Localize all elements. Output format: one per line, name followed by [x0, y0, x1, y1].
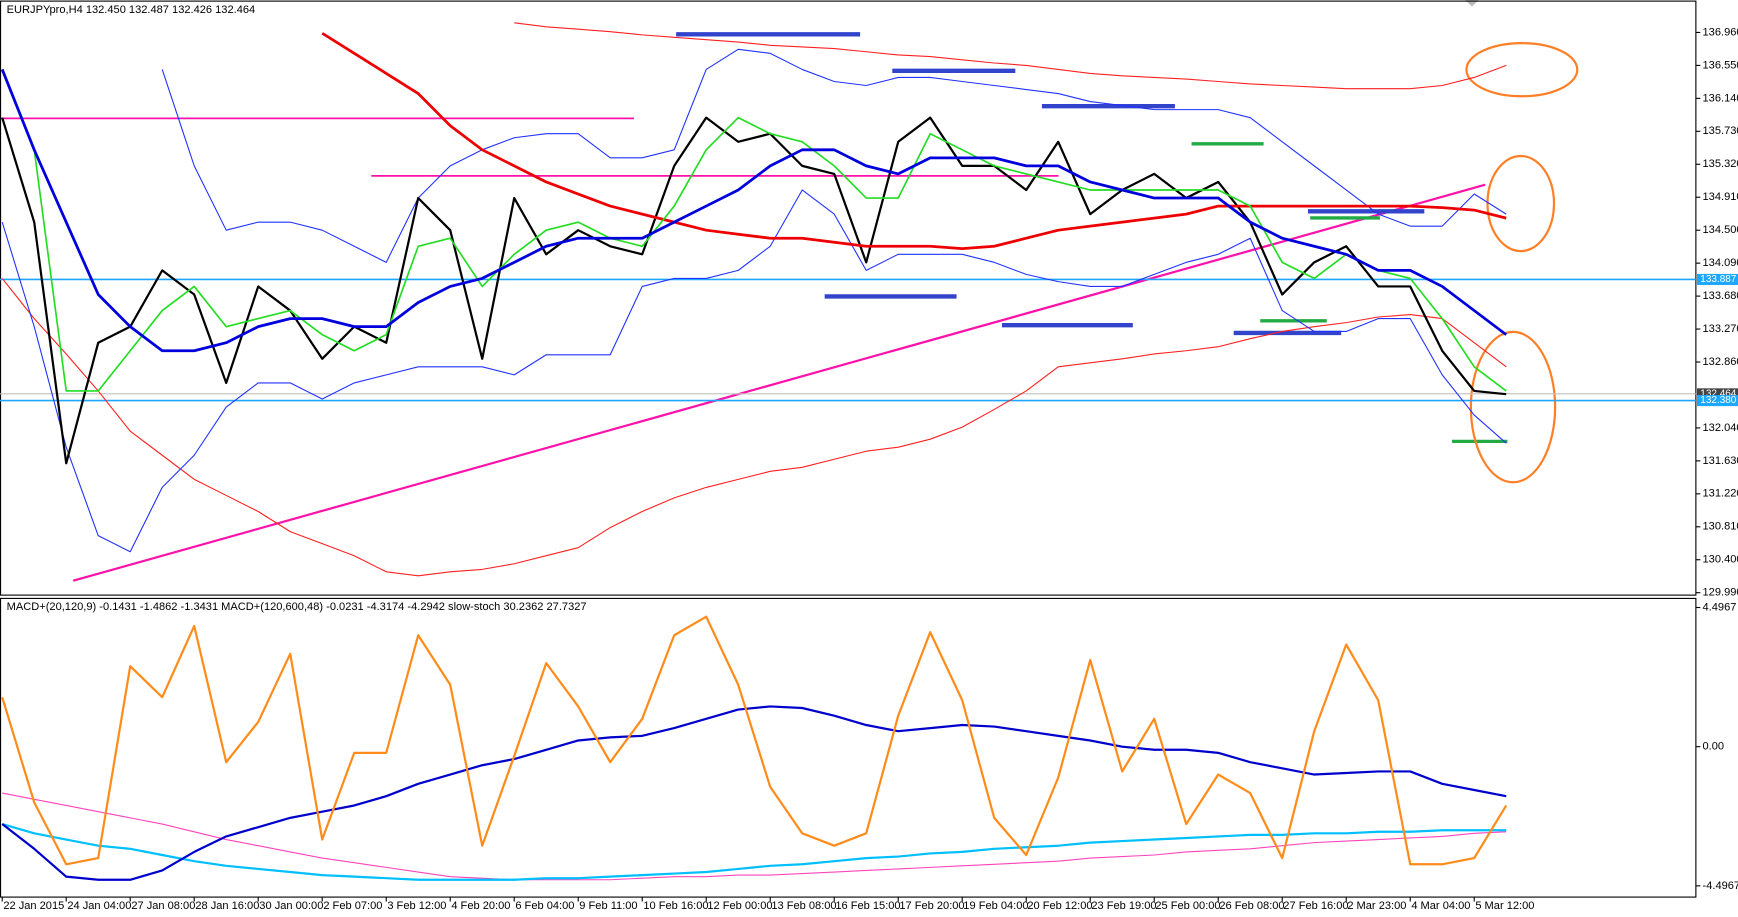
- x-tick-label: 30 Jan 00:00: [259, 900, 323, 912]
- y-tick-label: 134.090: [1703, 257, 1738, 269]
- y-tick-label: 131.220: [1703, 488, 1738, 500]
- x-tick-label: 10 Feb 16:00: [643, 900, 708, 912]
- x-tick-label: 26 Feb 08:00: [1219, 900, 1284, 912]
- highlight-ellipse: [1465, 42, 1579, 98]
- y-tick-label: 136.550: [1703, 59, 1738, 71]
- y-tick-label: 4.4967: [1703, 601, 1737, 613]
- price-label: 132.464: [1700, 388, 1736, 399]
- series-line: [1, 615, 1508, 866]
- series-line: [1, 189, 1507, 553]
- panel-frame: [0, 0, 1697, 596]
- y-tick-label: 136.140: [1703, 92, 1738, 104]
- y-tick-label: 132.860: [1703, 356, 1738, 368]
- x-tick-label: 4 Feb 20:00: [451, 900, 510, 912]
- y-tick-label: 133.680: [1703, 290, 1738, 302]
- series-line: [1, 822, 1507, 881]
- price-label-box: [1696, 273, 1738, 285]
- highlight-ellipse: [1486, 154, 1556, 253]
- x-tick-label: 27 Feb 16:00: [1283, 900, 1348, 912]
- x-tick-label: 3 Feb 12:00: [387, 900, 446, 912]
- price-label: 133.887: [1700, 274, 1736, 285]
- x-tick-label: 12 Feb 00:00: [707, 900, 772, 912]
- y-tick-label: 133.270: [1703, 323, 1738, 335]
- series-line: [514, 22, 1507, 90]
- panel-frame: [0, 597, 1697, 898]
- x-tick-label: 25 Feb 00:00: [1155, 900, 1220, 912]
- trend-line: [72, 183, 1486, 582]
- chart-title: MACD+(20,120,9) -0.1431 -1.4862 -1.3431 …: [7, 601, 587, 613]
- series-line: [0, 68, 1508, 353]
- y-tick-label: 134.910: [1703, 191, 1738, 203]
- y-tick-label: 132.040: [1703, 422, 1738, 434]
- x-tick-label: 20 Feb 12:00: [1027, 900, 1092, 912]
- x-tick-label: 9 Feb 11:00: [579, 900, 637, 912]
- series-line: [1, 705, 1507, 881]
- y-tick-label: 134.500: [1703, 224, 1738, 236]
- y-tick-label: 136.960: [1703, 26, 1738, 38]
- y-tick-label: 130.400: [1703, 554, 1738, 566]
- panel: 136.960 136.550 136.140 135.730 135.320 134.9…: [0, 0, 1738, 599]
- series-line: [1, 116, 1507, 465]
- y-tick-label: 135.320: [1703, 158, 1738, 170]
- x-tick-label: 5 Mar 12:00: [1475, 900, 1534, 912]
- x-tick-label: 22 Jan 2015: [3, 900, 64, 912]
- x-tick-label: 24 Jan 04:00: [67, 900, 131, 912]
- y-tick-label: 131.630: [1703, 455, 1738, 467]
- panel: 4.4967 0.00 -4.4967 MACD+(20,120,9) -0.1431…: [0, 597, 1738, 898]
- x-tick-label: 2 Mar 23:00: [1347, 900, 1406, 912]
- x-tick-label: 4 Mar 04:00: [1411, 900, 1470, 912]
- x-tick-label: 27 Jan 08:00: [131, 900, 195, 912]
- level-segments: [676, 32, 1425, 336]
- series-line: [321, 32, 1507, 251]
- level-segments: [1191, 142, 1508, 444]
- x-tick-label: 17 Feb 20:00: [899, 900, 964, 912]
- x-tick-label: 2 Feb 07:00: [323, 900, 382, 912]
- series-line: [161, 48, 1507, 263]
- x-tick-label: 19 Feb 04:00: [963, 900, 1028, 912]
- x-tick-label: 23 Feb 19:00: [1091, 900, 1156, 912]
- x-tick-label: 6 Feb 04:00: [515, 900, 574, 912]
- y-tick-label: -4.4967: [1703, 880, 1738, 892]
- x-tick-label: 28 Jan 16:00: [195, 900, 259, 912]
- x-tick-label: 13 Feb 08:00: [771, 900, 836, 912]
- highlight-ellipse: [1469, 330, 1557, 484]
- series-line: [1, 278, 1507, 577]
- price-label-box: [1696, 395, 1738, 407]
- highlights: [1465, 42, 1579, 484]
- series-line: [1, 69, 1507, 392]
- y-tick-label: 0.00: [1703, 741, 1725, 753]
- y-tick-label: 130.810: [1703, 521, 1738, 533]
- series-line: [2, 792, 1507, 881]
- y-tick-label: 129.990: [1703, 587, 1738, 599]
- price-label: 132.380: [1700, 395, 1736, 406]
- price-label-box: [1696, 388, 1738, 400]
- x-tick-label: 16 Feb 15:00: [835, 900, 900, 912]
- chart-title: EURJPYpro,H4 132.450 132.487 132.426 132…: [7, 4, 256, 16]
- drawings: [0, 0, 1579, 582]
- y-tick-label: 135.730: [1703, 125, 1738, 137]
